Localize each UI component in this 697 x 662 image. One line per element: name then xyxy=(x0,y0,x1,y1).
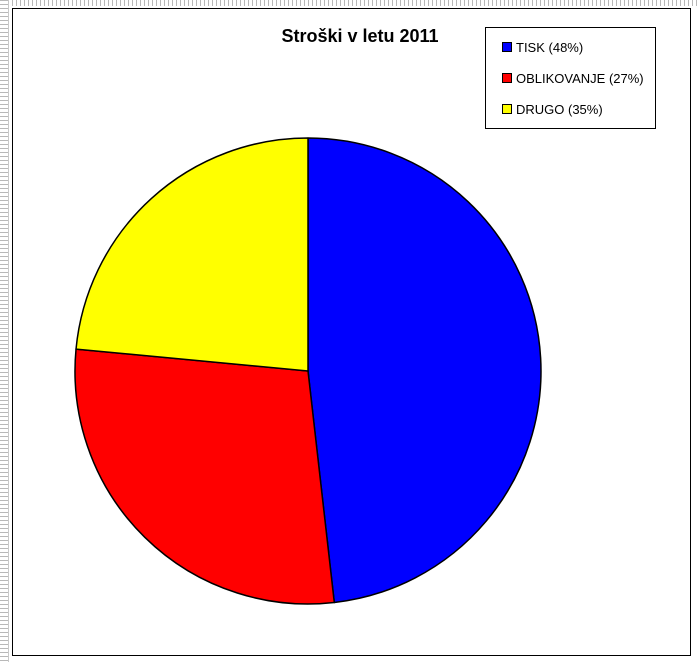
legend-swatch-drugo xyxy=(502,104,512,114)
pie-slice-oblikovanje[interactable] xyxy=(74,348,336,605)
legend[interactable]: TISK (48%) OBLIKOVANJE (27%) DRUGO (35%) xyxy=(485,27,656,129)
legend-item-oblikovanje: OBLIKOVANJE (27%) xyxy=(502,70,644,86)
pie-slice-tisk[interactable] xyxy=(307,137,542,604)
legend-label-oblikovanje: OBLIKOVANJE (27%) xyxy=(516,70,644,86)
pie-slice-drugo[interactable] xyxy=(75,137,309,372)
chart-title: Stroški v letu 2011 xyxy=(281,26,439,46)
legend-item-drugo: DRUGO (35%) xyxy=(502,101,603,117)
left-ruler xyxy=(0,0,9,662)
legend-label-tisk: TISK (48%) xyxy=(516,39,584,55)
legend-label-drugo: DRUGO (35%) xyxy=(516,101,603,117)
top-ruler xyxy=(0,0,697,6)
legend-swatch-tisk xyxy=(502,42,512,52)
legend-swatch-oblikovanje xyxy=(502,73,512,83)
legend-item-tisk: TISK (48%) xyxy=(502,39,583,55)
